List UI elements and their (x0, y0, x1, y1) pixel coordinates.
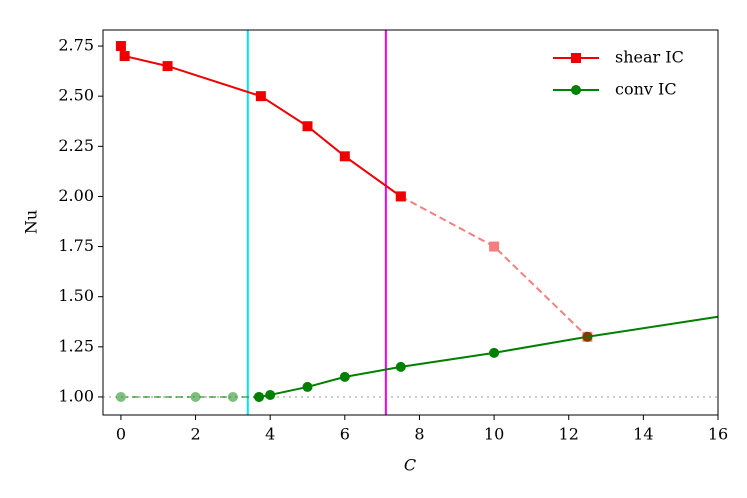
series (253, 331, 593, 402)
legend-label: shear IC (615, 48, 684, 67)
marker (339, 151, 350, 162)
marker (571, 85, 581, 95)
x-tick-label: 12 (559, 425, 579, 444)
marker (571, 53, 581, 63)
y-tick-label: 1.25 (58, 336, 94, 355)
series (395, 191, 593, 342)
marker (489, 241, 500, 252)
marker (302, 121, 313, 132)
marker (302, 381, 313, 392)
y-tick-label: 2.25 (58, 136, 94, 155)
x-tick-label: 4 (265, 425, 275, 444)
y-tick-label: 2.50 (58, 86, 94, 105)
marker (119, 51, 130, 62)
marker (265, 389, 276, 400)
y-tick-label: 1.75 (58, 236, 94, 255)
marker (255, 91, 266, 102)
plot-frame (102, 29, 719, 416)
x-axis-label: C (404, 456, 416, 475)
y-tick-label: 2.00 (58, 186, 94, 205)
x-tick-label: 6 (340, 425, 350, 444)
y-tick-label: 1.00 (58, 386, 94, 405)
x-tick-label: 8 (414, 425, 424, 444)
marker (395, 361, 406, 372)
series-line (587, 315, 719, 338)
marker (162, 61, 173, 72)
x-tick-label: 10 (484, 425, 504, 444)
x-tick-label: 14 (633, 425, 653, 444)
series (115, 391, 264, 402)
y-tick-label: 2.75 (58, 36, 94, 55)
marker (190, 391, 201, 402)
series-line (400, 195, 589, 338)
marker (227, 391, 238, 402)
series (115, 41, 406, 202)
marker (253, 391, 264, 402)
marker (395, 191, 406, 202)
legend: shear IC conv IC (553, 48, 684, 99)
marker (115, 41, 126, 52)
x-tick-label: 16 (708, 425, 728, 444)
x-tick-label: 0 (116, 425, 126, 444)
marker (489, 347, 500, 358)
series (587, 315, 719, 338)
x-tick-label: 2 (190, 425, 200, 444)
y-axis-label: Nu (22, 210, 41, 234)
y-tick-label: 1.50 (58, 286, 94, 305)
marker (339, 371, 350, 382)
legend-label: conv IC (615, 80, 677, 99)
marker (115, 391, 126, 402)
